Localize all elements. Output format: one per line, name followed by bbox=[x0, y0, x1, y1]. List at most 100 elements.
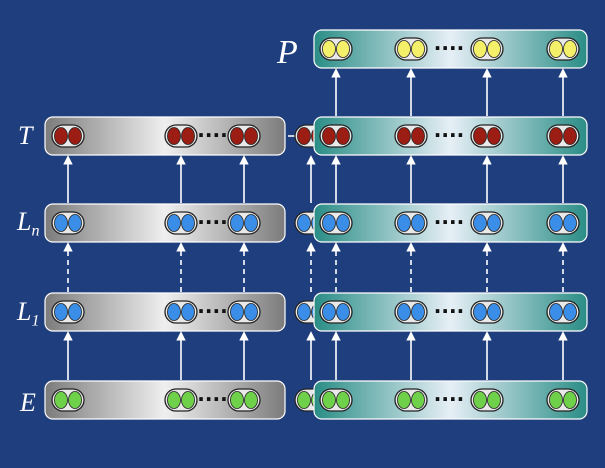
label-layer-1: L1 bbox=[17, 297, 40, 331]
token-dot bbox=[487, 303, 501, 321]
token-dot bbox=[244, 391, 258, 409]
bar-right-output bbox=[313, 116, 588, 156]
bar-right-prediction bbox=[313, 29, 588, 69]
token-dot bbox=[68, 391, 82, 409]
token-dot bbox=[397, 40, 411, 58]
token-pill-1 bbox=[51, 388, 85, 412]
ellipsis-text: ···· bbox=[197, 299, 227, 323]
label-layer-n-sub: n bbox=[31, 222, 40, 240]
token-dot bbox=[336, 40, 350, 58]
token-dot bbox=[487, 127, 501, 145]
ellipsis-text: ···· bbox=[434, 123, 464, 147]
bar-box bbox=[313, 203, 588, 243]
token-dot bbox=[297, 214, 311, 232]
bar-right-layer_1 bbox=[313, 292, 588, 332]
token-pill-2 bbox=[164, 300, 198, 324]
ellipsis-text: ···· bbox=[434, 36, 464, 60]
ellipsis-text: ···· bbox=[197, 387, 227, 411]
token-dot bbox=[563, 127, 577, 145]
token-dot bbox=[68, 214, 82, 232]
token-dot bbox=[397, 214, 411, 232]
token-dot bbox=[487, 40, 501, 58]
token-dot bbox=[54, 303, 68, 321]
token-dot bbox=[397, 391, 411, 409]
token-pill-2 bbox=[164, 211, 198, 235]
token-dot bbox=[563, 303, 577, 321]
token-dot bbox=[230, 303, 244, 321]
token-dot bbox=[230, 127, 244, 145]
token-pill-3 bbox=[470, 388, 504, 412]
token-dot bbox=[181, 303, 195, 321]
bar-right-layer_n bbox=[313, 203, 588, 243]
bar-left-layer_n bbox=[44, 203, 328, 243]
token-pill-2 bbox=[394, 211, 428, 235]
token-dot bbox=[473, 214, 487, 232]
token-pill-3 bbox=[227, 211, 261, 235]
token-dot bbox=[322, 40, 336, 58]
token-dot bbox=[244, 127, 258, 145]
token-dot bbox=[336, 214, 350, 232]
ellipsis-text: ···· bbox=[434, 210, 464, 234]
token-dot bbox=[54, 391, 68, 409]
token-dot bbox=[181, 214, 195, 232]
token-dot bbox=[336, 303, 350, 321]
bar-left-embedding bbox=[44, 380, 328, 420]
token-dot bbox=[473, 391, 487, 409]
token-pill-3 bbox=[470, 37, 504, 61]
token-dot bbox=[549, 303, 563, 321]
token-dot bbox=[473, 40, 487, 58]
token-dot bbox=[54, 214, 68, 232]
token-dot bbox=[411, 214, 425, 232]
token-pill-4 bbox=[546, 300, 580, 324]
label-layer-n-main: L bbox=[17, 207, 32, 236]
bar-box bbox=[313, 380, 588, 420]
token-dot bbox=[297, 391, 311, 409]
token-pill-1 bbox=[51, 124, 85, 148]
token-dot bbox=[549, 391, 563, 409]
bar-box bbox=[313, 29, 588, 69]
token-dot bbox=[322, 214, 336, 232]
ellipsis-text: ···· bbox=[197, 210, 227, 234]
token-pill-1 bbox=[319, 37, 353, 61]
token-dot bbox=[563, 391, 577, 409]
token-pill-3 bbox=[227, 388, 261, 412]
token-dot bbox=[181, 127, 195, 145]
token-pill-4 bbox=[546, 211, 580, 235]
bar-right-embedding bbox=[313, 380, 588, 420]
token-dot bbox=[411, 40, 425, 58]
token-dot bbox=[549, 40, 563, 58]
token-dot bbox=[411, 303, 425, 321]
token-dot bbox=[549, 214, 563, 232]
token-pill-3 bbox=[470, 124, 504, 148]
token-pill-4 bbox=[546, 388, 580, 412]
token-dot bbox=[230, 391, 244, 409]
token-pill-2 bbox=[394, 388, 428, 412]
token-dot bbox=[244, 214, 258, 232]
token-dot bbox=[473, 303, 487, 321]
bar-box bbox=[313, 116, 588, 156]
label-output-right: P bbox=[277, 34, 298, 71]
token-pill-1 bbox=[319, 388, 353, 412]
token-pill-3 bbox=[470, 300, 504, 324]
ellipsis-text: ···· bbox=[197, 123, 227, 147]
token-pill-2 bbox=[394, 37, 428, 61]
token-dot bbox=[336, 391, 350, 409]
bar-box bbox=[313, 292, 588, 332]
token-dot bbox=[181, 391, 195, 409]
token-dot bbox=[322, 303, 336, 321]
label-layer-1-sub: 1 bbox=[31, 312, 40, 330]
token-dot bbox=[411, 391, 425, 409]
token-dot bbox=[411, 127, 425, 145]
token-dot bbox=[244, 303, 258, 321]
token-dot bbox=[167, 303, 181, 321]
token-pill-1 bbox=[51, 300, 85, 324]
token-pill-2 bbox=[394, 124, 428, 148]
token-dot bbox=[549, 127, 563, 145]
token-dot bbox=[322, 127, 336, 145]
label-embedding: E bbox=[20, 388, 36, 417]
token-pill-1 bbox=[319, 124, 353, 148]
label-output-left: T bbox=[18, 121, 33, 150]
ellipsis-text: ···· bbox=[434, 299, 464, 323]
token-pill-3 bbox=[227, 124, 261, 148]
